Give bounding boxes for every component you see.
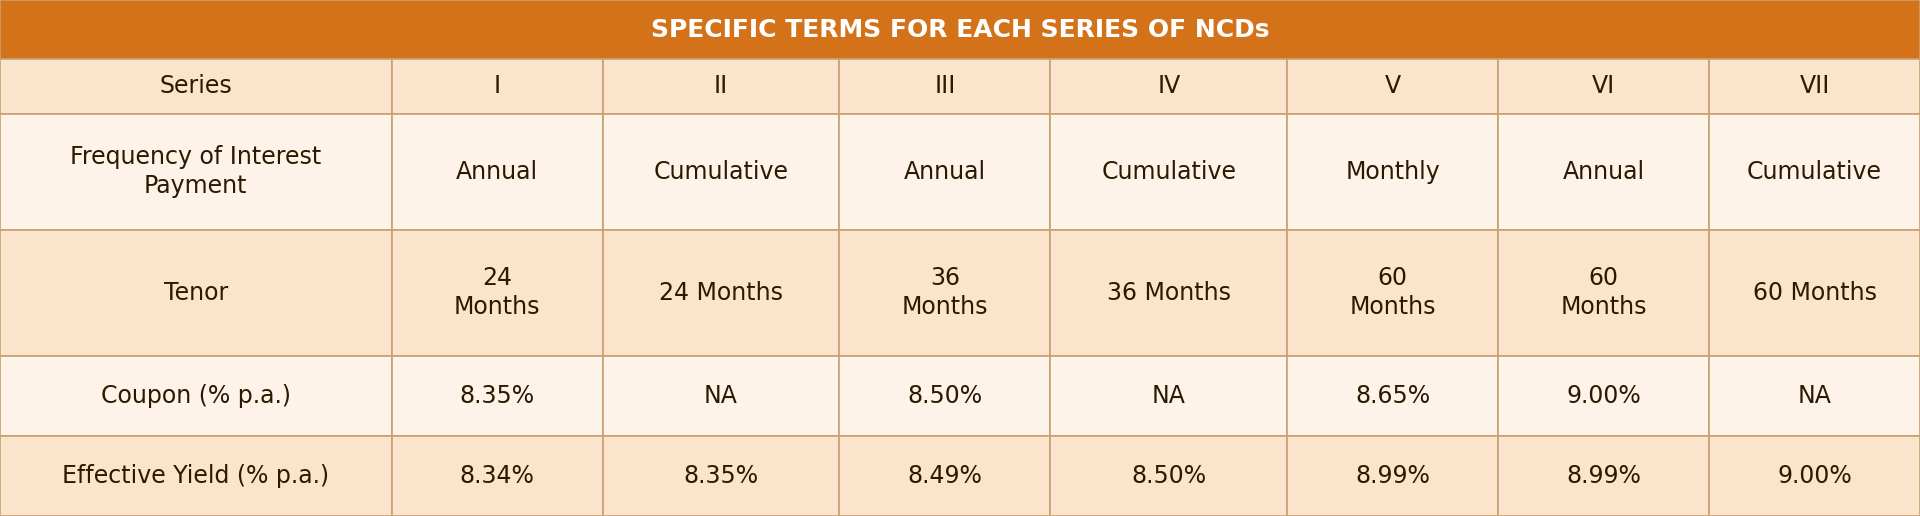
Bar xyxy=(1498,114,1709,230)
Bar xyxy=(603,436,839,516)
Text: V: V xyxy=(1384,74,1402,99)
Text: Monthly: Monthly xyxy=(1346,159,1440,184)
Text: 8.50%: 8.50% xyxy=(1131,464,1206,488)
Bar xyxy=(0,0,1920,59)
Text: NA: NA xyxy=(1797,384,1832,408)
Text: Cumulative: Cumulative xyxy=(1102,159,1236,184)
Text: VII: VII xyxy=(1799,74,1830,99)
Bar xyxy=(603,356,839,436)
Bar xyxy=(603,59,839,114)
Text: 24
Months: 24 Months xyxy=(453,266,540,319)
Text: Annual: Annual xyxy=(904,159,987,184)
Text: Tenor: Tenor xyxy=(163,281,228,305)
Text: Coupon (% p.a.): Coupon (% p.a.) xyxy=(102,384,290,408)
Bar xyxy=(603,230,839,356)
Text: Frequency of Interest
Payment: Frequency of Interest Payment xyxy=(71,145,321,198)
Text: 9.00%: 9.00% xyxy=(1567,384,1642,408)
Text: III: III xyxy=(935,74,956,99)
Bar xyxy=(1498,356,1709,436)
Bar xyxy=(392,436,603,516)
Text: 24 Months: 24 Months xyxy=(659,281,783,305)
Text: 60
Months: 60 Months xyxy=(1561,266,1647,319)
Bar xyxy=(392,59,603,114)
Bar xyxy=(1709,230,1920,356)
Text: 8.34%: 8.34% xyxy=(459,464,534,488)
Bar xyxy=(0,59,392,114)
Text: IV: IV xyxy=(1158,74,1181,99)
Text: Cumulative: Cumulative xyxy=(1747,159,1882,184)
Bar xyxy=(1050,356,1288,436)
Text: 60 Months: 60 Months xyxy=(1753,281,1876,305)
Text: VI: VI xyxy=(1592,74,1615,99)
Bar xyxy=(0,436,392,516)
Bar xyxy=(1709,356,1920,436)
Bar xyxy=(1288,59,1498,114)
Bar xyxy=(1288,230,1498,356)
Bar xyxy=(839,230,1050,356)
Bar xyxy=(392,114,603,230)
Text: Effective Yield (% p.a.): Effective Yield (% p.a.) xyxy=(61,464,330,488)
Bar xyxy=(392,356,603,436)
Bar xyxy=(603,114,839,230)
Text: 8.49%: 8.49% xyxy=(908,464,983,488)
Bar xyxy=(0,230,392,356)
Text: I: I xyxy=(493,74,501,99)
Bar xyxy=(1709,114,1920,230)
Text: NA: NA xyxy=(705,384,737,408)
Text: Series: Series xyxy=(159,74,232,99)
Text: 8.99%: 8.99% xyxy=(1356,464,1430,488)
Bar xyxy=(839,436,1050,516)
Bar xyxy=(1050,59,1288,114)
Text: 60
Months: 60 Months xyxy=(1350,266,1436,319)
Bar xyxy=(1050,436,1288,516)
Text: 8.35%: 8.35% xyxy=(459,384,534,408)
Text: 8.65%: 8.65% xyxy=(1356,384,1430,408)
Text: 8.50%: 8.50% xyxy=(908,384,983,408)
Bar xyxy=(1288,436,1498,516)
Text: 8.35%: 8.35% xyxy=(684,464,758,488)
Text: 36
Months: 36 Months xyxy=(902,266,989,319)
Bar xyxy=(1709,436,1920,516)
Bar xyxy=(0,114,392,230)
Bar xyxy=(1498,230,1709,356)
Text: Annual: Annual xyxy=(1563,159,1645,184)
Bar xyxy=(1050,114,1288,230)
Bar xyxy=(839,59,1050,114)
Bar xyxy=(839,356,1050,436)
Text: SPECIFIC TERMS FOR EACH SERIES OF NCDs: SPECIFIC TERMS FOR EACH SERIES OF NCDs xyxy=(651,18,1269,42)
Text: Cumulative: Cumulative xyxy=(653,159,789,184)
Bar xyxy=(1498,59,1709,114)
Bar xyxy=(1050,230,1288,356)
Text: 8.99%: 8.99% xyxy=(1567,464,1642,488)
Bar xyxy=(839,114,1050,230)
Bar xyxy=(1288,114,1498,230)
Text: 9.00%: 9.00% xyxy=(1778,464,1853,488)
Bar xyxy=(1288,356,1498,436)
Bar xyxy=(0,356,392,436)
Text: Annual: Annual xyxy=(457,159,538,184)
Bar xyxy=(1709,59,1920,114)
Bar xyxy=(392,230,603,356)
Text: II: II xyxy=(714,74,728,99)
Text: 36 Months: 36 Months xyxy=(1106,281,1231,305)
Text: NA: NA xyxy=(1152,384,1187,408)
Bar xyxy=(1498,436,1709,516)
